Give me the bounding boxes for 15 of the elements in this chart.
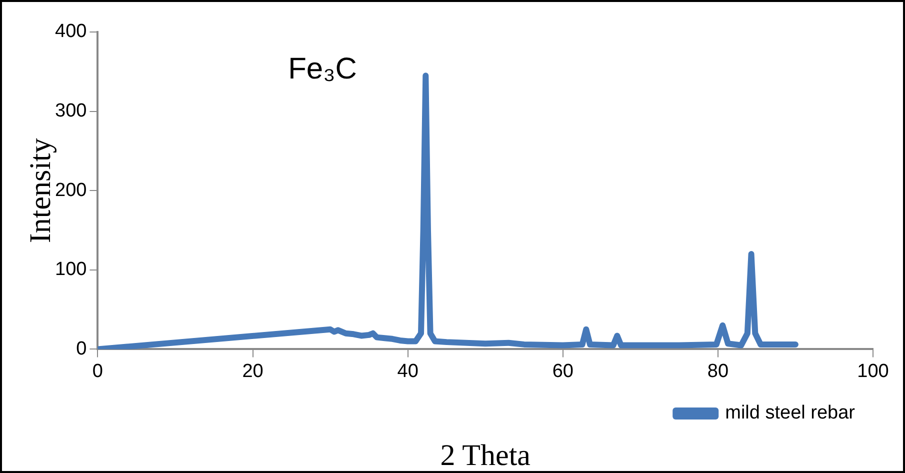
- y-tick-label: 300: [55, 100, 87, 122]
- x-tick-label: 60: [552, 360, 574, 382]
- y-tick-label: 200: [55, 180, 87, 201]
- x-tick-label: 40: [397, 360, 418, 382]
- annotation: Fe₃C: [288, 52, 357, 86]
- y-axis-title: Intensity: [24, 138, 57, 244]
- y-tick-label: 0: [76, 338, 87, 360]
- x-axis-title: 2 Theta: [440, 439, 530, 472]
- y-tick-label: 100: [55, 259, 87, 280]
- x-tick-label: 0: [92, 360, 103, 382]
- x-tick-label: 20: [242, 360, 264, 382]
- y-tick-label: 400: [55, 21, 87, 42]
- x-tick-label: 80: [707, 360, 729, 382]
- legend-label: mild steel rebar: [725, 402, 856, 424]
- x-tick-label: 100: [857, 360, 889, 382]
